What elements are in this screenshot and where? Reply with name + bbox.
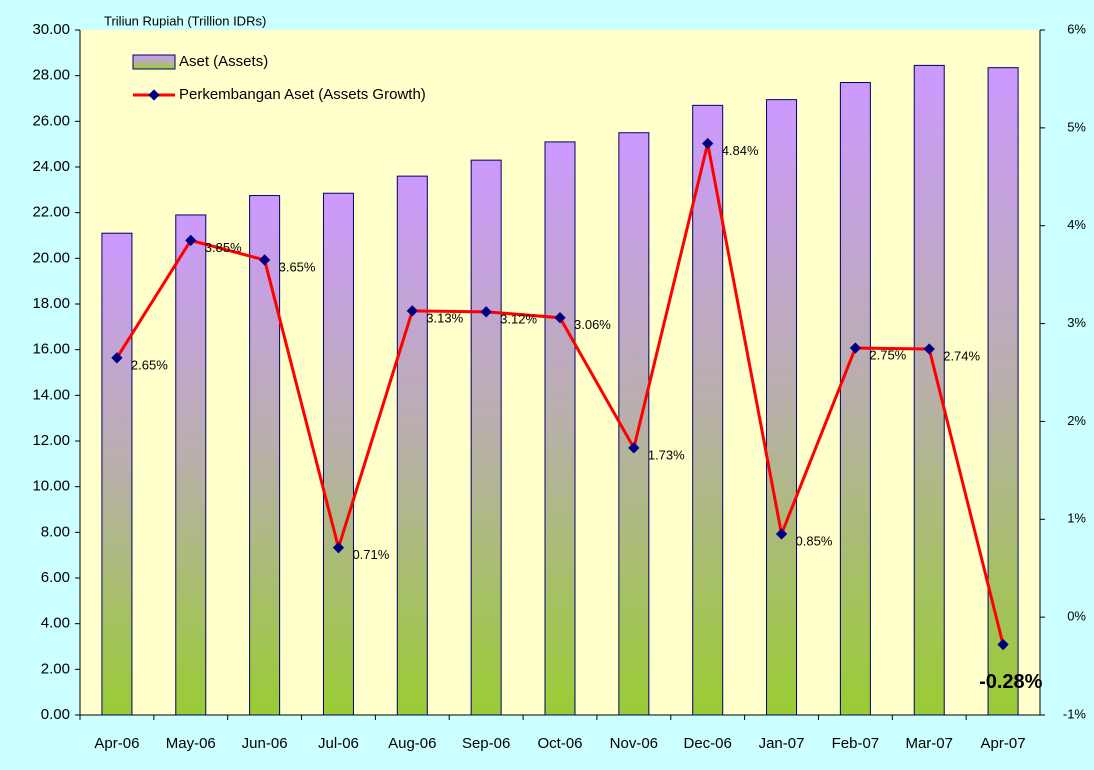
legend-label: Perkembangan Aset (Assets Growth) xyxy=(179,86,426,103)
x-tick-label: Jan-07 xyxy=(759,735,805,752)
y-tick-label: 2.00 xyxy=(41,660,70,677)
data-label: 3.85% xyxy=(205,240,242,255)
data-label: 2.74% xyxy=(943,348,980,363)
legend-swatch xyxy=(132,54,176,70)
marker xyxy=(702,137,714,150)
y-tick-label: 6.00 xyxy=(41,569,70,586)
bar xyxy=(839,82,871,716)
marker xyxy=(849,342,862,354)
legend-label: Aset (Assets) xyxy=(179,53,268,70)
data-label: -0.28% xyxy=(979,671,1043,693)
y-tick-label: 28.00 xyxy=(32,67,70,84)
y2-tick-label: -1% xyxy=(1063,706,1087,721)
marker xyxy=(480,306,492,318)
x-tick-label: Sep-06 xyxy=(462,735,510,752)
y2-tick-label: 0% xyxy=(1067,609,1086,624)
bar xyxy=(692,104,724,716)
y2-tick-label: 3% xyxy=(1067,315,1086,330)
x-tick-label: Nov-06 xyxy=(610,735,658,752)
bar xyxy=(544,141,576,716)
y-tick-label: 22.00 xyxy=(32,204,70,221)
y-tick-label: 12.00 xyxy=(32,432,70,449)
bar xyxy=(618,132,650,716)
data-label: 3.13% xyxy=(426,310,463,325)
data-label: 0.85% xyxy=(796,533,833,548)
data-label: 2.65% xyxy=(131,357,168,372)
bar xyxy=(470,159,502,716)
marker xyxy=(923,343,935,355)
bar xyxy=(766,99,798,716)
bar xyxy=(396,175,428,716)
y2-tick-label: 5% xyxy=(1067,119,1086,134)
bar xyxy=(987,67,1019,716)
marker xyxy=(554,312,566,324)
marker xyxy=(258,254,271,266)
y2-tick-label: 6% xyxy=(1067,21,1086,36)
x-tick-label: Aug-06 xyxy=(388,735,436,752)
marker xyxy=(406,305,418,317)
y-tick-label: 24.00 xyxy=(32,158,70,175)
data-label: 2.75% xyxy=(869,347,906,362)
bar xyxy=(101,232,133,716)
marker xyxy=(185,234,197,247)
marker xyxy=(628,442,640,454)
x-tick-label: Jun-06 xyxy=(242,735,288,752)
y2-tick-label: 4% xyxy=(1067,217,1086,232)
x-tick-label: Feb-07 xyxy=(832,735,880,752)
data-label: 4.84% xyxy=(722,143,759,158)
x-tick-label: Apr-06 xyxy=(94,735,139,752)
data-label: 3.12% xyxy=(500,311,537,326)
x-tick-label: Oct-06 xyxy=(537,735,582,752)
y-tick-label: 0.00 xyxy=(41,706,70,723)
y-tick-label: 30.00 xyxy=(32,21,70,38)
y-tick-label: 26.00 xyxy=(32,112,70,129)
data-label: 1.73% xyxy=(648,447,685,462)
y-tick-label: 14.00 xyxy=(32,386,70,403)
y2-tick-label: 1% xyxy=(1067,511,1086,526)
y-tick-label: 16.00 xyxy=(32,341,70,358)
x-tick-label: Jul-06 xyxy=(318,735,359,752)
y-tick-label: 20.00 xyxy=(32,249,70,266)
data-label: 0.71% xyxy=(352,547,389,562)
y2-tick-label: 2% xyxy=(1067,413,1086,428)
data-label: 3.06% xyxy=(574,317,611,332)
data-label: 3.65% xyxy=(279,259,316,274)
bar xyxy=(249,195,281,716)
marker xyxy=(775,528,788,540)
y-tick-label: 18.00 xyxy=(32,295,70,312)
y-tick-label: 8.00 xyxy=(41,523,70,540)
y-tick-label: 4.00 xyxy=(41,615,70,632)
marker xyxy=(332,542,345,554)
bar xyxy=(175,214,207,716)
x-tick-label: Dec-06 xyxy=(684,735,732,752)
bar xyxy=(322,192,354,716)
x-tick-label: Apr-07 xyxy=(981,735,1026,752)
x-tick-label: May-06 xyxy=(166,735,216,752)
y-axis-label: Triliun Rupiah (Trillion IDRs) xyxy=(104,13,266,28)
marker xyxy=(997,638,1009,651)
y-tick-label: 10.00 xyxy=(32,478,70,495)
x-tick-label: Mar-07 xyxy=(905,735,953,752)
